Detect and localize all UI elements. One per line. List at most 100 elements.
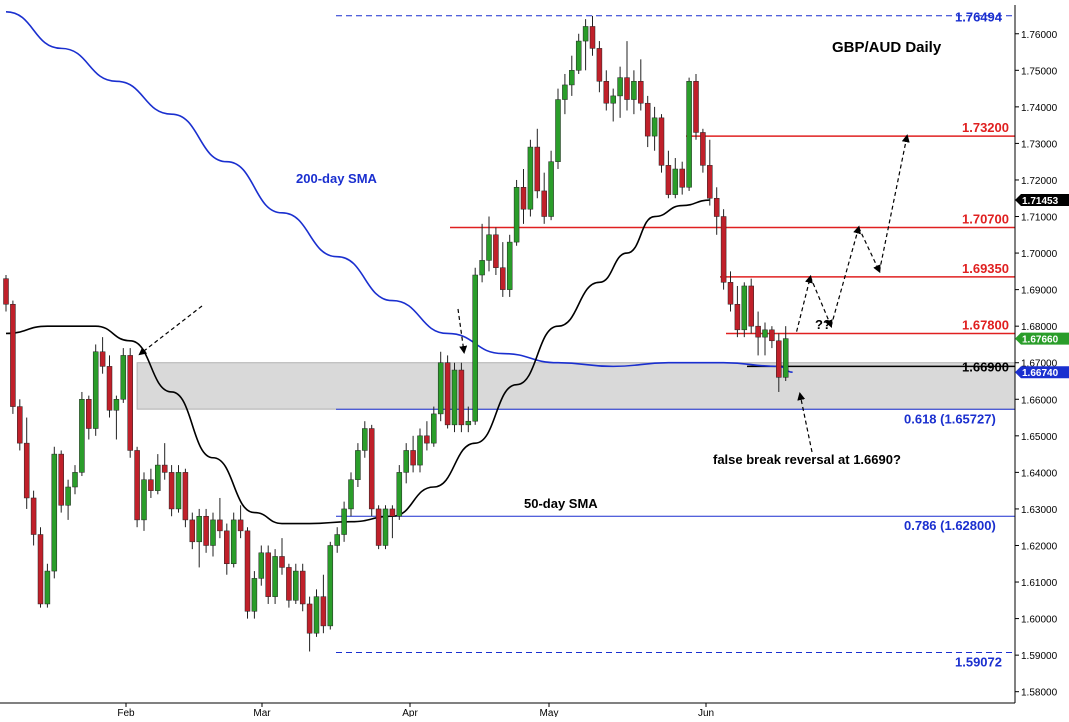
candle-body [437,362,444,415]
candle [748,278,754,334]
y-tick-label: 1.62000 [1021,541,1058,552]
candle-body [734,303,741,331]
candle [500,242,506,297]
candle [258,545,265,586]
scenario-arrow [878,134,910,272]
chart-title: GBP/AUD Daily [832,39,942,56]
candle [424,421,430,451]
pointer-arrow-false-break [797,392,813,453]
candle-body [30,497,37,535]
candle-body [617,77,623,97]
y-tick-label: 1.69000 [1021,286,1058,297]
candle-body [431,413,437,444]
candle-body [72,472,78,488]
y-tick-label: 1.60000 [1021,615,1058,626]
candle-body [534,146,541,192]
candle [389,505,396,539]
y-tick-label: 1.58000 [1021,688,1058,699]
candle-body [148,479,154,491]
candle-body [644,102,651,137]
candle-body [417,435,423,466]
candle-body [120,355,127,400]
candle-body [651,117,658,137]
candle [782,326,789,381]
candle-body [631,81,637,100]
y-tick-label: 1.61000 [1021,578,1058,589]
candle-body [720,216,727,283]
candle-body [86,399,92,429]
candle [520,169,527,224]
candle [355,443,361,487]
candle [527,139,534,217]
candle [320,574,327,634]
candle [417,428,423,473]
price-tag-bg [1015,332,1069,345]
candle-body [658,117,665,166]
candle-body [465,420,472,426]
candle [362,421,368,458]
candle-body [582,26,589,42]
candle [679,161,685,195]
candle-body [548,161,554,217]
candle [403,443,409,484]
y-tick-label: 1.66000 [1021,395,1058,406]
candle [582,19,589,71]
candle-body [189,519,196,543]
candle-body [403,450,409,473]
candle [693,73,699,140]
candle [651,106,658,151]
candle [230,512,237,568]
fib-786-label: 0.786 (1.62800) [904,518,996,533]
candle [741,282,748,338]
candle-body [506,241,513,290]
candle-body [603,81,610,104]
candle [141,472,147,531]
candle [203,508,209,553]
candle-body [113,399,120,411]
candle [10,300,16,414]
candle [665,150,672,199]
candle [65,479,71,520]
candle [72,465,78,495]
x-tick-label: Feb [117,708,135,717]
price-tag-label: 1.67660 [1022,335,1059,346]
support-zone [136,362,1016,410]
candle [451,362,458,433]
candle-body [755,325,761,338]
candle [161,443,168,480]
candle [293,563,299,604]
candle-body [17,406,23,444]
candle-body [424,435,430,444]
sma50-label: 50-day SMA [524,496,598,511]
candle-body [23,442,30,499]
candle-body [444,362,451,426]
candle-body [182,472,189,521]
candle [196,508,202,568]
support-label: 1.66900 [962,359,1009,374]
candle-body [203,515,209,546]
low-level-label: 1.59072 [955,655,1002,670]
candle [217,497,223,539]
candle [562,73,568,115]
candle-body [224,530,230,565]
candle [486,216,492,272]
y-tick-label: 1.71000 [1021,213,1058,224]
candle [327,541,334,630]
candle [348,472,354,517]
candle [113,395,120,440]
candle-body [451,369,458,426]
candle [555,88,561,169]
candle [506,234,513,297]
pointer-arrow-apr [457,308,468,354]
candle-body [686,81,692,188]
candle [589,15,596,56]
x-tick-label: Apr [402,708,418,717]
candle [334,527,340,553]
candle-body [589,26,596,49]
candle-body [727,282,734,305]
candle [299,563,306,612]
candle-body [106,366,113,411]
candle [3,275,9,312]
candle [776,333,782,392]
